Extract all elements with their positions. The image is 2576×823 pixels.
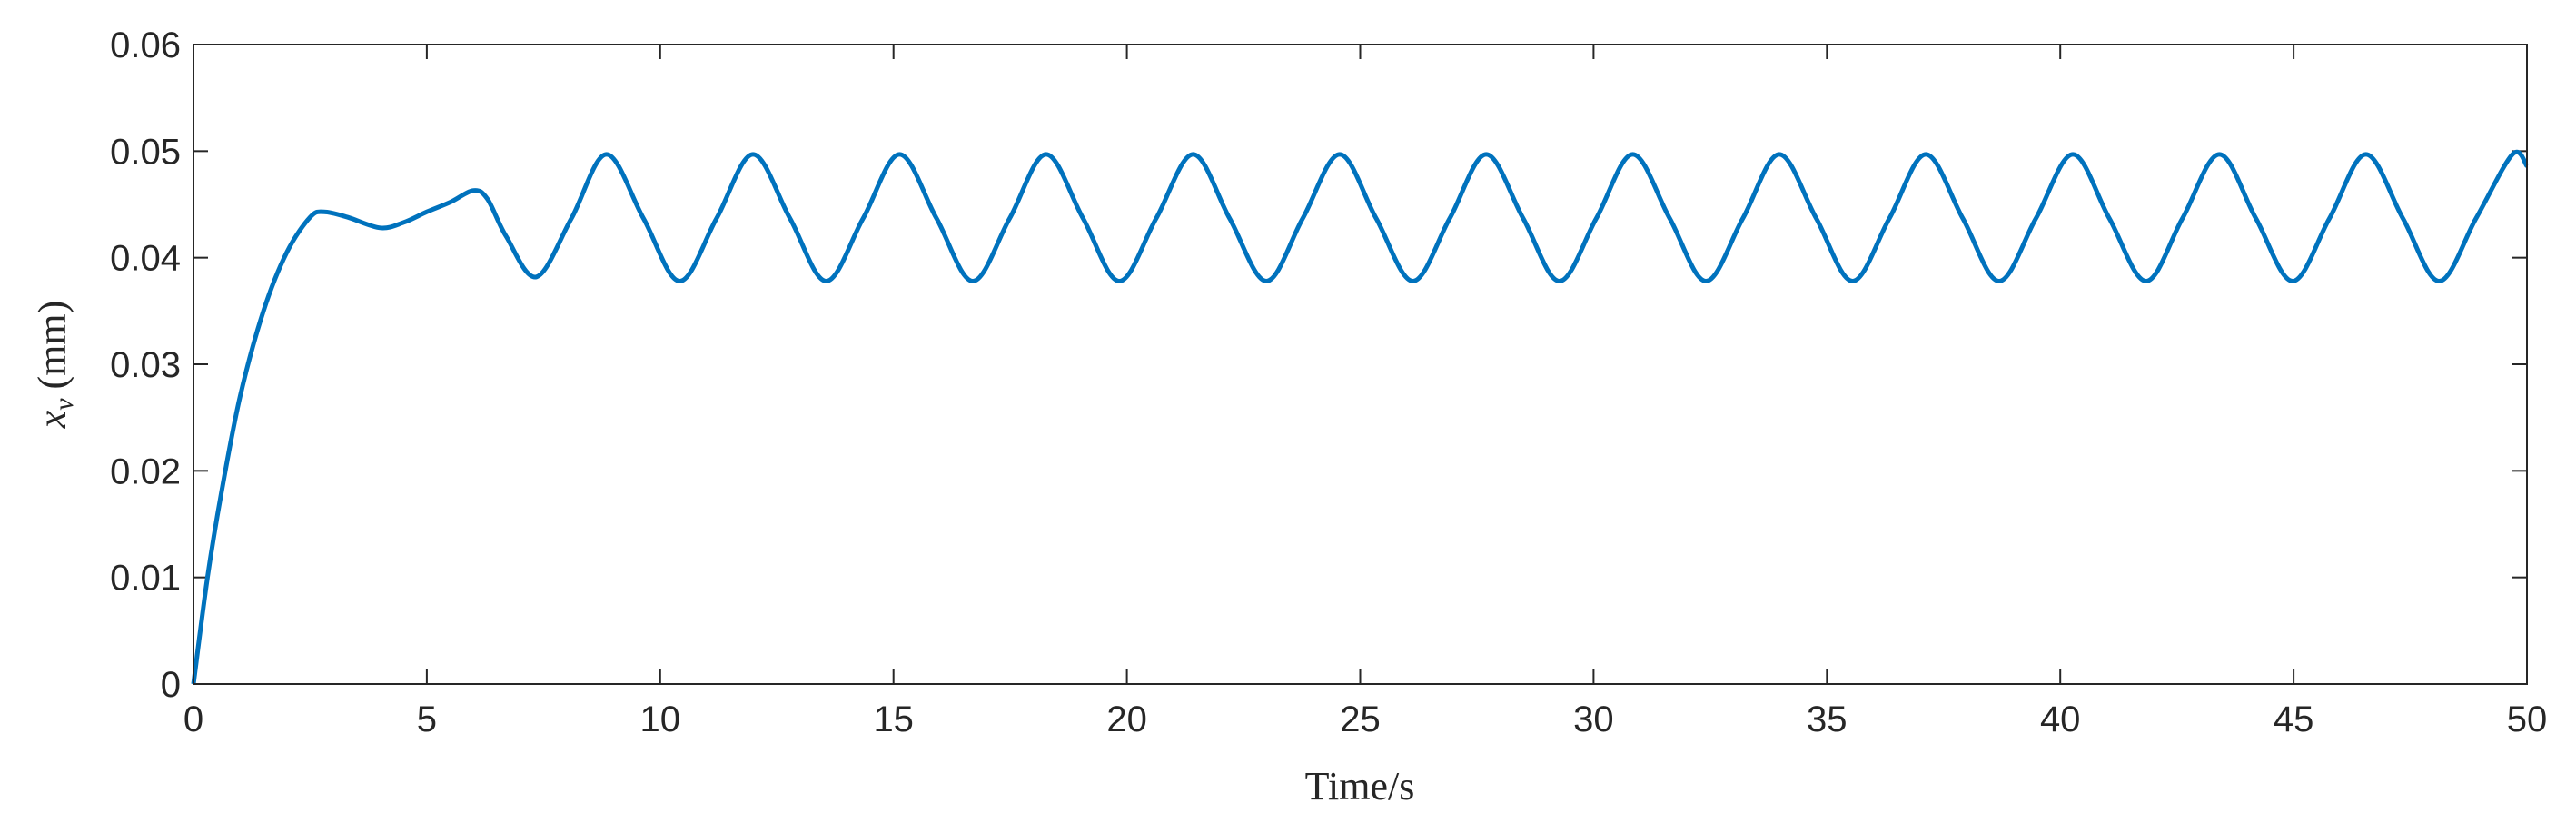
x-tick-label: 25 [1340, 699, 1381, 739]
y-label-symbol: x [30, 410, 74, 429]
y-tick-label: 0.04 [110, 239, 181, 279]
y-axis-label: xv (mm) [30, 301, 79, 430]
x-tick-label: 35 [1807, 699, 1848, 739]
x-tick-label: 50 [2507, 699, 2548, 739]
plot-area [193, 45, 2527, 684]
x-tick-label: 40 [2040, 699, 2081, 739]
x-tick-label: 45 [2274, 699, 2314, 739]
x-tick-label: 0 [183, 699, 203, 739]
plot-frame [193, 44, 2528, 685]
y-tick-label: 0.05 [110, 132, 181, 172]
y-tick-label: 0.02 [110, 451, 181, 491]
y-label-unit: (mm) [30, 301, 74, 390]
x-tick-label: 30 [1573, 699, 1614, 739]
y-tick-label: 0.01 [110, 559, 181, 599]
x-tick-label: 10 [640, 699, 681, 739]
y-label-subscript: v [49, 398, 79, 411]
x-tick-label: 15 [873, 699, 914, 739]
y-tick-label: 0.03 [110, 345, 181, 385]
x-tick-label: 20 [1106, 699, 1147, 739]
x-axis-label: Time/s [1305, 764, 1415, 808]
data-line [191, 150, 2530, 685]
x-tick-label: 5 [417, 699, 437, 739]
y-tick-label: 0.06 [110, 25, 181, 65]
y-tick-label: 0 [161, 665, 181, 705]
